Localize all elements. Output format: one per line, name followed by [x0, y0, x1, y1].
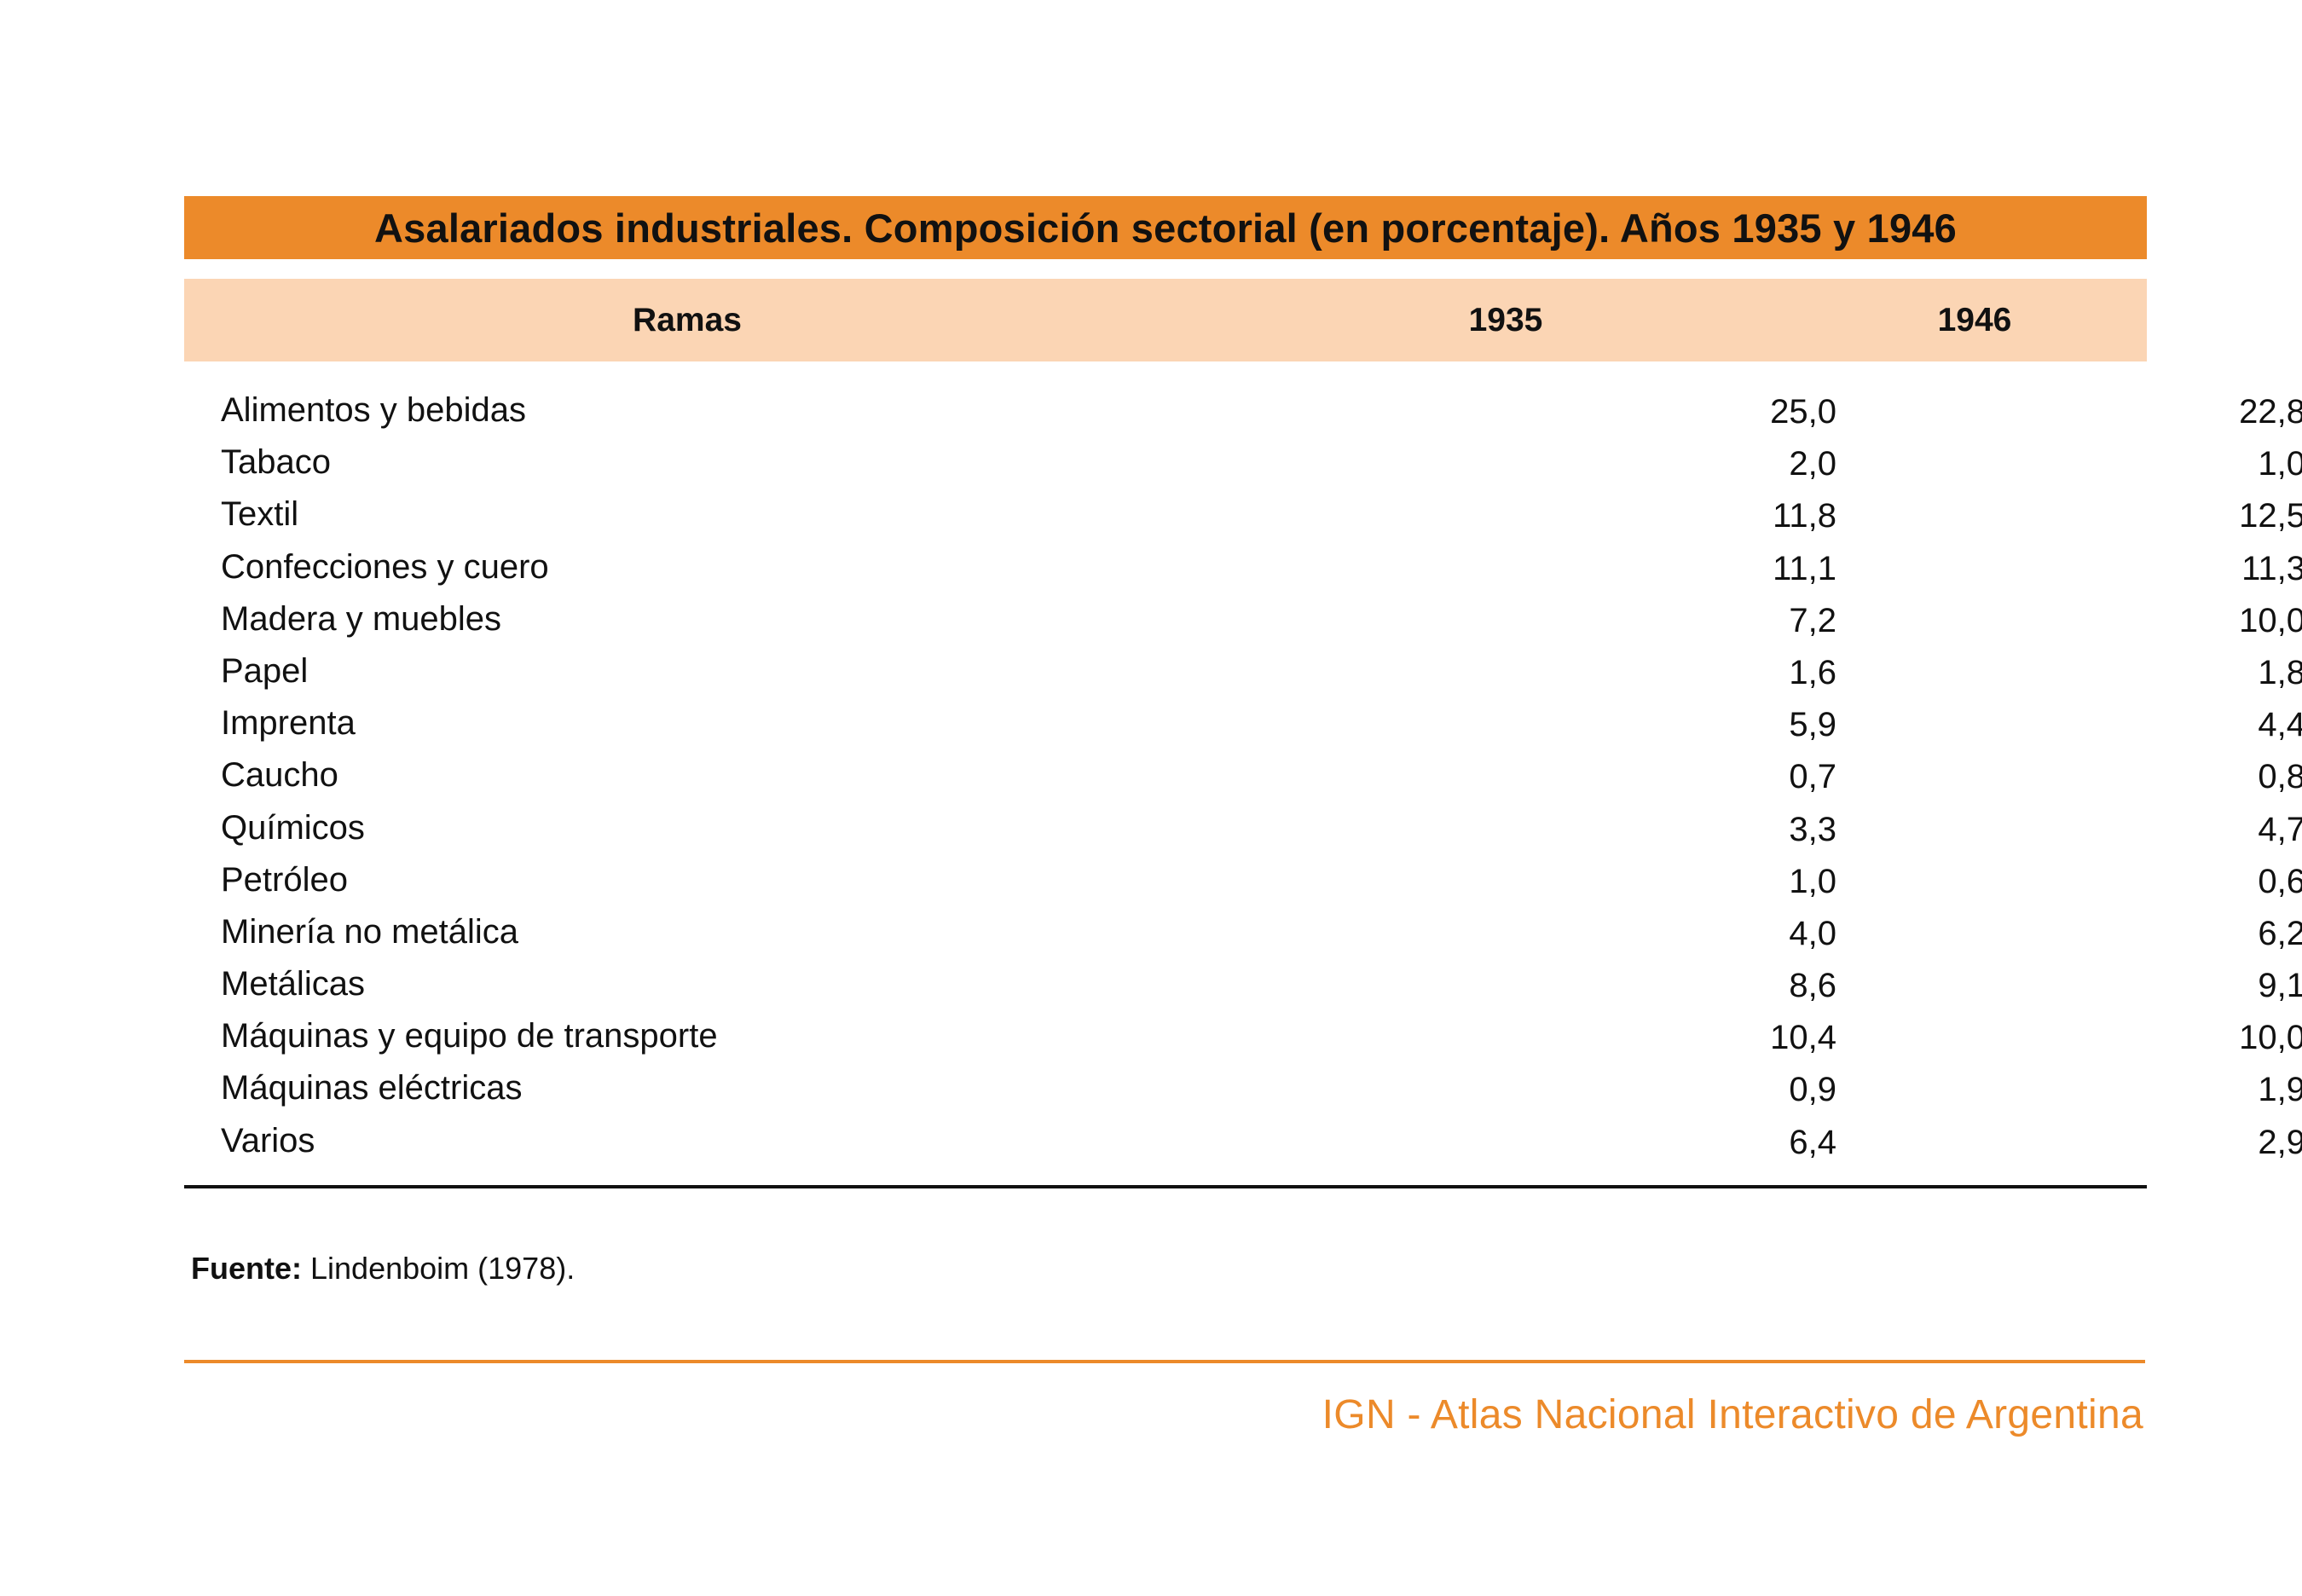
table-title: Asalariados industriales. Composición se… — [374, 205, 1957, 251]
value-1946: 1,9 — [2258, 1071, 2302, 1109]
table-header: Ramas 1935 1946 — [184, 279, 2147, 361]
rama-name: Metálicas — [221, 965, 365, 1003]
rama-name: Alimentos y bebidas — [221, 391, 526, 429]
table-bottom-rule — [184, 1185, 2147, 1188]
value-1935: 5,9 — [1789, 706, 1836, 744]
value-1946: 9,1 — [2258, 967, 2302, 1005]
value-1935: 4,0 — [1789, 914, 1836, 952]
column-header-1935: 1935 — [1468, 302, 1543, 338]
rama-name: Tabaco — [221, 443, 331, 482]
footer-credit: IGN - Atlas Nacional Interactivo de Arge… — [1322, 1392, 2143, 1437]
table-row: Metálicas 8,6 9,1 — [184, 959, 2302, 1011]
rama-name: Confecciones y cuero — [221, 547, 549, 586]
value-1946: 0,6 — [2258, 862, 2302, 900]
rama-name: Máquinas eléctricas — [221, 1069, 523, 1107]
value-1946: 10,0 — [2239, 601, 2302, 639]
value-1935: 0,9 — [1789, 1071, 1836, 1109]
rama-name: Varios — [221, 1121, 315, 1159]
value-1935: 3,3 — [1789, 810, 1836, 848]
rama-name: Minería no metálica — [221, 912, 519, 951]
rama-name: Papel — [221, 651, 309, 690]
value-1935: 7,2 — [1789, 601, 1836, 639]
table-row: Confecciones y cuero 11,1 11,3 — [184, 542, 2302, 594]
value-1946: 1,0 — [2258, 445, 2302, 483]
value-1935: 0,7 — [1789, 758, 1836, 796]
table-title-bar: Asalariados industriales. Composición se… — [184, 196, 2147, 259]
rama-name: Máquinas y equipo de transporte — [221, 1017, 718, 1055]
table-body: Alimentos y bebidas 25,0 22,8 Tabaco 2,0… — [184, 385, 2302, 1168]
table-row: Máquinas eléctricas 0,9 1,9 — [184, 1063, 2302, 1115]
rama-name: Textil — [221, 495, 299, 534]
column-header-1946: 1946 — [1937, 302, 2012, 338]
value-1946: 11,3 — [2241, 549, 2302, 587]
table-row: Madera y muebles 7,2 10,0 — [184, 594, 2302, 646]
value-1946: 10,0 — [2239, 1019, 2302, 1057]
rama-name: Químicos — [221, 808, 365, 847]
rama-name: Imprenta — [221, 704, 356, 743]
value-1935: 25,0 — [1770, 393, 1836, 431]
rama-name: Madera y muebles — [221, 599, 502, 638]
column-header-ramas: Ramas — [633, 302, 742, 338]
value-1946: 1,8 — [2258, 653, 2302, 691]
table-row: Textil 11,8 12,5 — [184, 489, 2302, 541]
value-1935: 2,0 — [1789, 445, 1836, 483]
table-row: Caucho 0,7 0,8 — [184, 750, 2302, 802]
value-1946: 4,7 — [2258, 810, 2302, 848]
source-label: Fuente: — [191, 1251, 302, 1286]
value-1946: 2,9 — [2258, 1123, 2302, 1161]
value-1935: 11,1 — [1773, 549, 1836, 587]
value-1935: 1,0 — [1789, 862, 1836, 900]
table-row: Alimentos y bebidas 25,0 22,8 — [184, 385, 2302, 437]
value-1946: 0,8 — [2258, 758, 2302, 796]
table-row: Minería no metálica 4,0 6,2 — [184, 907, 2302, 959]
value-1935: 6,4 — [1789, 1123, 1836, 1161]
table-row: Químicos 3,3 4,7 — [184, 803, 2302, 855]
value-1946: 22,8 — [2239, 393, 2302, 431]
value-1946: 4,4 — [2258, 706, 2302, 744]
value-1935: 1,6 — [1789, 653, 1836, 691]
source-note: Fuente: Lindenboim (1978). — [191, 1249, 575, 1288]
table-row: Imprenta 5,9 4,4 — [184, 698, 2302, 750]
table-row: Varios 6,4 2,9 — [184, 1116, 2302, 1168]
table-row: Petróleo 1,0 0,6 — [184, 855, 2302, 907]
table-row: Tabaco 2,0 1,0 — [184, 437, 2302, 489]
value-1946: 12,5 — [2239, 497, 2302, 535]
source-text: Lindenboim (1978). — [302, 1251, 576, 1286]
rama-name: Caucho — [221, 756, 338, 795]
rama-name: Petróleo — [221, 860, 348, 899]
table-row: Máquinas y equipo de transporte 10,4 10,… — [184, 1011, 2302, 1063]
value-1935: 10,4 — [1770, 1019, 1836, 1057]
value-1935: 8,6 — [1789, 967, 1836, 1005]
value-1935: 11,8 — [1773, 497, 1836, 535]
footer-divider — [184, 1360, 2145, 1363]
value-1946: 6,2 — [2258, 914, 2302, 952]
table-row: Papel 1,6 1,8 — [184, 646, 2302, 698]
